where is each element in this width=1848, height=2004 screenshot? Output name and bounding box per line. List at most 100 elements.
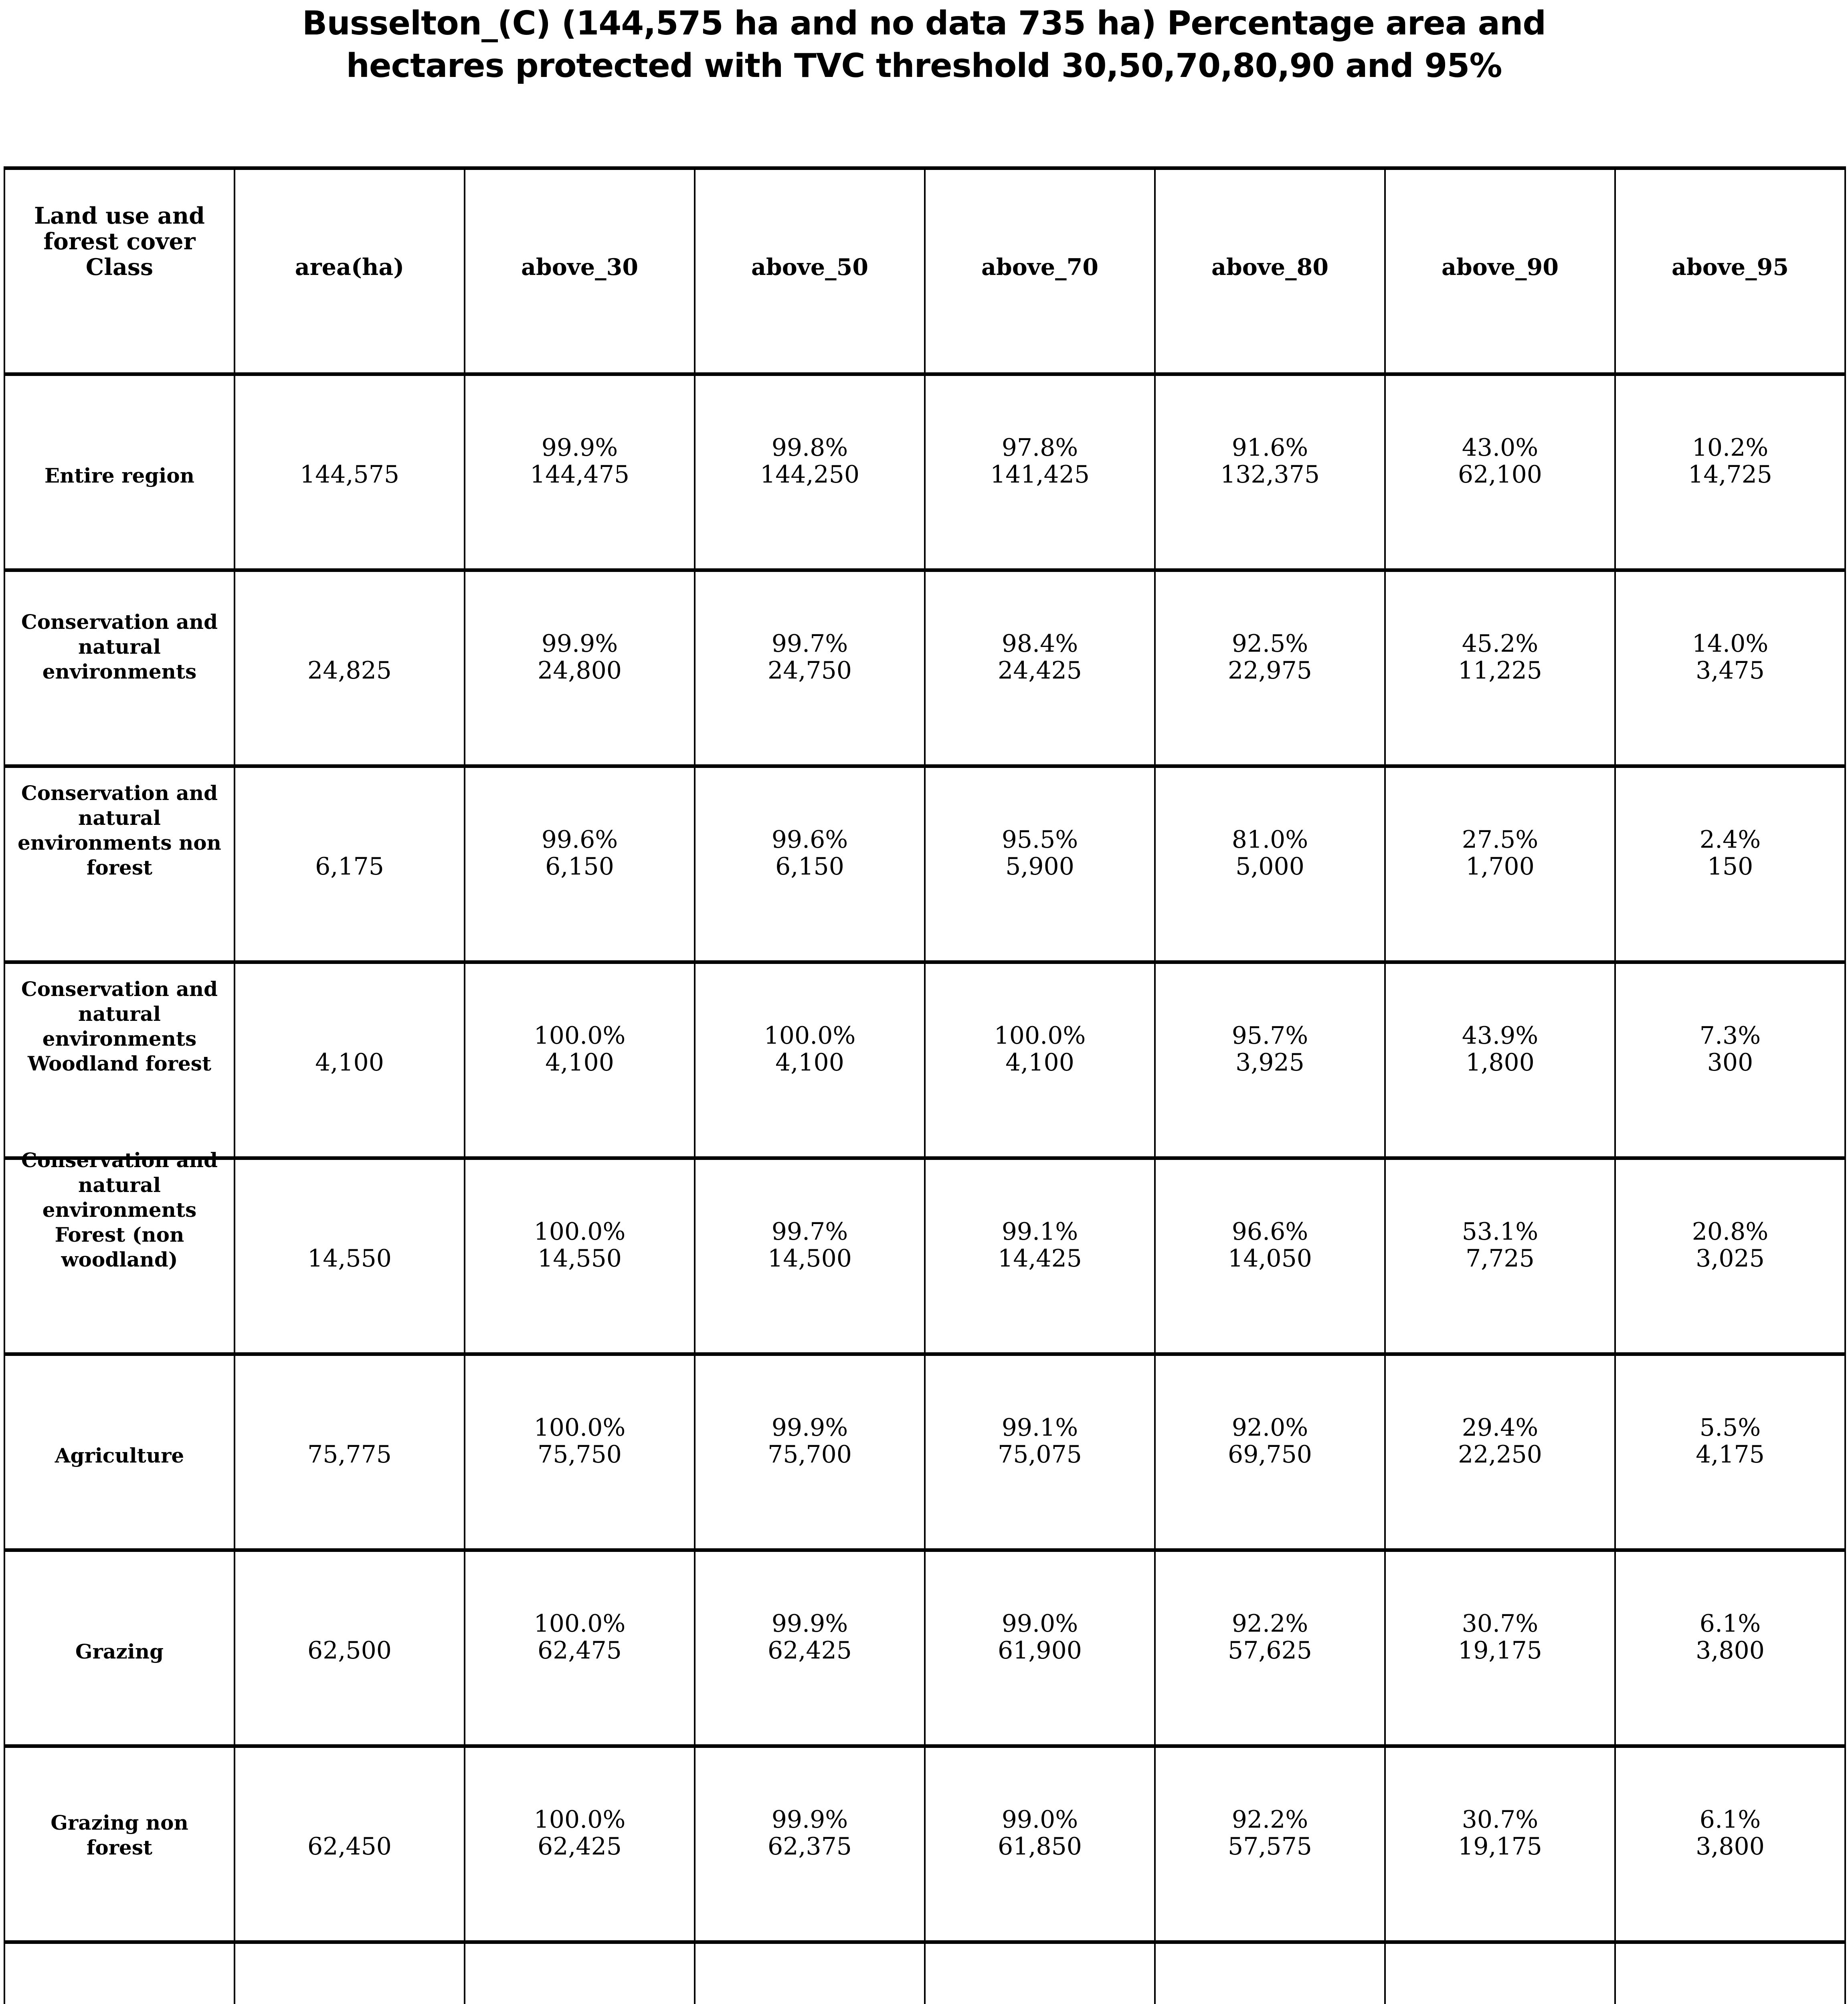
threshold-cell: 6.1% 3,800	[1614, 1744, 1846, 1944]
threshold-cell: 92.2% 57,625	[1154, 1548, 1386, 1748]
threshold-cell: 27.5% 1,700	[1384, 764, 1616, 964]
threshold-cell: 100.0% 75,750	[464, 1352, 696, 1552]
row-label-cell: Irrigation	[4, 1940, 235, 2004]
threshold-value: 2.8% 375	[1616, 1944, 1844, 2004]
threshold-value: 2.4% 150	[1699, 826, 1761, 881]
threshold-value: 99.7% 24,750	[768, 630, 852, 685]
column-header: above_70	[924, 166, 1156, 376]
threshold-cell: 99.7% 24,750	[694, 568, 926, 768]
threshold-value: 92.5% 22,975	[1228, 630, 1312, 685]
column-header-label: above_50	[751, 254, 868, 281]
area-value: 4,100	[315, 1048, 384, 1077]
threshold-value: 45.2% 11,225	[1458, 630, 1542, 685]
threshold-cell: 10.2% 14,725	[1614, 372, 1846, 572]
area-value: 62,500	[307, 1636, 392, 1665]
threshold-value: 30.7% 19,175	[1458, 1610, 1542, 1665]
threshold-cell: 99.9% 62,425	[694, 1548, 926, 1748]
threshold-cell: 100.0% 62,475	[464, 1548, 696, 1748]
threshold-value: 95.7% 3,925	[1231, 1022, 1308, 1077]
threshold-value: 99.2% 13,175	[926, 1944, 1154, 2004]
threshold-value: 99.9% 144,475	[530, 434, 630, 489]
threshold-value: 100.0% 62,425	[534, 1806, 626, 1861]
column-header-class: Land use and forest cover Class	[4, 166, 235, 376]
threshold-value: 100.0% 13,275	[465, 1944, 694, 2004]
table-wrap: Land use and forest cover Class area(ha) a…	[4, 166, 1846, 2004]
threshold-cell: 99.1% 14,425	[924, 1156, 1156, 1356]
threshold-value: 6.1% 3,800	[1696, 1806, 1765, 1861]
area-cell: 24,825	[234, 568, 465, 768]
area-value: 14,550	[307, 1244, 392, 1273]
threshold-cell: 91.3% 12,125	[1154, 1940, 1386, 2004]
threshold-cell: 99.1% 75,075	[924, 1352, 1156, 1552]
threshold-cell: 96.6% 14,050	[1154, 1156, 1386, 1356]
threshold-value: 23.2% 3,075	[1386, 1944, 1614, 2004]
threshold-value: 81.0% 5,000	[1231, 826, 1308, 881]
threshold-cell: 99.0% 61,850	[924, 1744, 1156, 1944]
threshold-value: 99.9% 62,375	[768, 1806, 852, 1861]
table-row: Grazing non forest 62,450 100.0% 62,425 99.…	[4, 1744, 1846, 1944]
threshold-cell: 99.6% 6,150	[464, 764, 696, 964]
threshold-value: 100.0% 14,550	[534, 1218, 626, 1273]
threshold-cell: 7.3% 300	[1614, 960, 1846, 1160]
threshold-value: 43.0% 62,100	[1458, 434, 1542, 489]
threshold-value: 99.1% 14,425	[998, 1218, 1082, 1273]
chart-title: Busselton_(C) (144,575 ha and no data 73…	[302, 4, 1546, 85]
area-cell: 6,175	[234, 764, 465, 964]
threshold-cell: 95.7% 3,925	[1154, 960, 1386, 1160]
threshold-cell: 92.0% 69,750	[1154, 1352, 1386, 1552]
threshold-cell: 100.0% 62,425	[464, 1744, 696, 1944]
threshold-cell: 99.8% 144,250	[694, 372, 926, 572]
row-label-cell: Conservation and natural environments	[4, 568, 235, 768]
threshold-cell: 92.2% 57,575	[1154, 1744, 1386, 1944]
threshold-cell: 99.6% 6,150	[694, 764, 926, 964]
area-value: 13,275	[235, 1944, 464, 2004]
threshold-value: 99.0% 61,900	[998, 1610, 1082, 1665]
table-row: Conservation and natural environments Fo…	[4, 1148, 1846, 1356]
threshold-cell: 100.0% 4,100	[924, 960, 1156, 1160]
row-label-cell: Conservation and natural environments Wo…	[4, 960, 235, 1160]
table-body: Entire region 144,575 99.9% 144,475 99.8% 1…	[4, 372, 1846, 2004]
threshold-cell: 30.7% 19,175	[1384, 1744, 1616, 1944]
column-header: above_80	[1154, 166, 1386, 376]
threshold-value: 20.8% 3,025	[1692, 1218, 1769, 1273]
threshold-value: 100.0% 4,100	[764, 1022, 856, 1077]
threshold-value: 99.6% 6,150	[771, 826, 848, 881]
threshold-cell: 53.1% 7,725	[1384, 1156, 1616, 1356]
threshold-value: 43.9% 1,800	[1462, 1022, 1539, 1077]
row-label: Irrigation	[5, 1944, 234, 2004]
area-value: 6,175	[315, 853, 384, 881]
threshold-value: 7.3% 300	[1699, 1022, 1761, 1077]
column-header: above_30	[464, 166, 696, 376]
row-label-cell: Grazing non forest	[4, 1744, 235, 1944]
area-cell: 62,500	[234, 1548, 465, 1748]
threshold-cell: 43.9% 1,800	[1384, 960, 1616, 1160]
threshold-value: 27.5% 1,700	[1462, 826, 1539, 881]
threshold-cell: 20.8% 3,025	[1614, 1156, 1846, 1356]
row-label-cell: Conservation and natural environments no…	[4, 764, 235, 964]
threshold-value: 99.9% 24,800	[538, 630, 622, 685]
threshold-value: 99.9% 75,700	[768, 1414, 852, 1469]
threshold-cell: 100.0% 13,275	[464, 1940, 696, 2004]
threshold-value: 97.8% 141,425	[990, 434, 1090, 489]
table-row: Irrigation13,275100.0% 13,275100.0% 13,2…	[4, 1940, 1846, 2004]
threshold-cell: 95.5% 5,900	[924, 764, 1156, 964]
threshold-value: 99.9% 62,425	[768, 1610, 852, 1665]
threshold-cell: 92.5% 22,975	[1154, 568, 1386, 768]
threshold-value: 100.0% 4,100	[534, 1022, 626, 1077]
area-value: 24,825	[307, 657, 392, 685]
threshold-value: 95.5% 5,900	[1001, 826, 1078, 881]
threshold-value: 99.6% 6,150	[541, 826, 618, 881]
threshold-cell: 99.9% 62,375	[694, 1744, 926, 1944]
column-header-label: area(ha)	[295, 254, 404, 281]
area-cell: 14,550	[234, 1156, 465, 1356]
area-cell: 13,275	[234, 1940, 465, 2004]
threshold-cell: 30.7% 19,175	[1384, 1548, 1616, 1748]
table-row: Conservation and natural environments 24,…	[4, 568, 1846, 768]
column-header: area(ha)	[234, 166, 465, 376]
row-label: Conservation and natural environments Fo…	[21, 1148, 218, 1271]
column-header: above_95	[1614, 166, 1846, 376]
row-label: Grazing non forest	[51, 1811, 188, 1859]
threshold-value: 100.0% 62,475	[534, 1610, 626, 1665]
threshold-cell: 2.8% 375	[1614, 1940, 1846, 2004]
threshold-value: 99.0% 61,850	[998, 1806, 1082, 1861]
